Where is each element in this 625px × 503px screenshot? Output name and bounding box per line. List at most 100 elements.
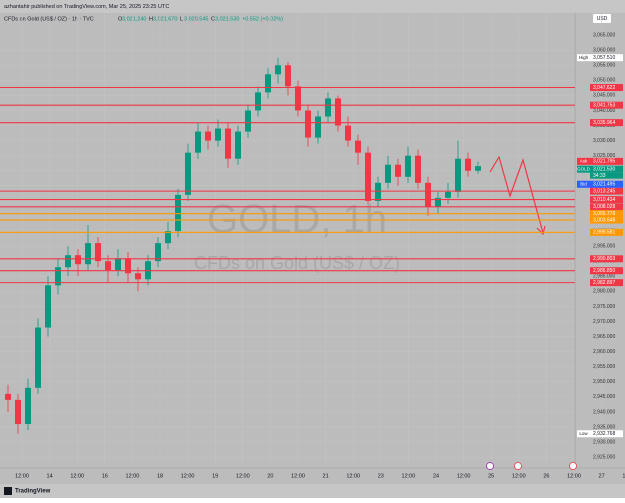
price-tag-label: 3,021.530	[593, 166, 615, 172]
x-tick-label: 12:00	[346, 473, 360, 479]
level-tag	[590, 187, 623, 195]
event-icon[interactable]	[569, 462, 577, 470]
price-tag-label: 3,057.510	[593, 55, 615, 61]
y-tick-label: 3,045.000	[593, 93, 615, 99]
level-tag	[590, 267, 623, 275]
price-tag-name-box	[577, 430, 590, 438]
level-label: 3,041.753	[593, 103, 615, 109]
ohlc-value: 3,021.530	[215, 16, 239, 22]
y-tick-label: 2,985.000	[593, 274, 615, 280]
currency-button[interactable]	[593, 14, 611, 23]
currency[interactable]: USD	[597, 16, 608, 22]
projection-arrow	[489, 155, 544, 234]
ohlc-value: 3,021.670	[153, 16, 177, 22]
level-label: 3,003.648	[593, 217, 615, 223]
level-label: 2,999.581	[593, 230, 615, 236]
x-tick-label: 18	[157, 473, 163, 479]
watermark-subtitle: CFDs on Gold (US$ / OZ)	[194, 253, 400, 273]
candle-body	[375, 182, 381, 201]
candle-body	[335, 98, 341, 126]
x-tick-label: 12:00	[15, 473, 29, 479]
candle-body	[455, 158, 461, 192]
ohlc-value: 3,020.545	[184, 16, 208, 22]
x-tick-label: 21	[323, 473, 329, 479]
price-tag-label: 3,021.495	[593, 182, 615, 188]
x-tick-label: 16	[102, 473, 108, 479]
candle-body	[135, 273, 141, 280]
candle-body	[25, 387, 31, 424]
y-tick-label: 3,065.000	[593, 32, 615, 38]
price-tag-name-box	[577, 180, 590, 188]
y-tick-label: 2,940.000	[593, 409, 615, 415]
top-bar	[0, 0, 625, 13]
ohlc-key: H	[149, 16, 153, 22]
level-label: 3,008.028	[593, 204, 615, 210]
level-tag	[590, 83, 623, 91]
x-tick-label: 12:00	[402, 473, 416, 479]
y-tick-label: 3,060.000	[593, 48, 615, 54]
candle-body	[85, 243, 91, 265]
candle-body	[405, 155, 411, 177]
candle-body	[95, 243, 101, 262]
ohlc-key: C	[211, 16, 215, 22]
x-tick-label: 19	[212, 473, 218, 479]
y-tick-label: 3,050.000	[593, 78, 615, 84]
candle-body	[45, 285, 51, 328]
publisher: azhantahir published on TradingView.com,…	[4, 4, 169, 10]
candle-body	[275, 65, 281, 75]
price-tag-name-box	[577, 165, 590, 173]
candle-body	[325, 98, 331, 117]
price-tag-box	[590, 54, 623, 62]
price-tag-label: 2,932.768	[593, 431, 615, 437]
candle-body	[345, 125, 351, 141]
candle-body	[395, 164, 401, 177]
level-label: 2,990.803	[593, 256, 615, 262]
event-icon[interactable]	[514, 462, 522, 470]
candle-body	[355, 140, 361, 153]
price-tag-name: Bid	[580, 181, 587, 186]
candle-body	[35, 327, 41, 388]
y-tick-label: 3,025.000	[593, 153, 615, 159]
candle-body	[305, 110, 311, 138]
price-tag-name: High	[579, 55, 589, 60]
level-tag	[590, 119, 623, 127]
candle-body	[105, 261, 111, 271]
level-label: 3,013.245	[593, 188, 615, 194]
candle-body	[235, 131, 241, 159]
candle-body	[365, 152, 371, 201]
candle-body	[465, 158, 471, 171]
price-tag-box	[590, 180, 623, 188]
level-tag	[590, 228, 623, 236]
event-icon[interactable]	[486, 462, 494, 470]
plot	[0, 14, 602, 465]
price-tag-box	[590, 430, 623, 438]
x-tick-label: 12:00	[291, 473, 305, 479]
level-label: 3,010.434	[593, 197, 615, 203]
logo-icon	[4, 487, 12, 495]
x-tick-label: 25	[488, 473, 494, 479]
candle-body	[415, 155, 421, 183]
y-tick-label: 2,995.000	[593, 243, 615, 249]
level-label: 3,047.622	[593, 85, 615, 91]
level-tag	[590, 101, 623, 109]
price-tag-box	[590, 157, 623, 165]
price-tag-label: 3,021.795	[593, 159, 615, 165]
y-tick-label: 2,950.000	[593, 379, 615, 385]
candle-body	[125, 258, 131, 274]
y-tick-label: 3,030.000	[593, 138, 615, 144]
y-tick-label: 2,980.000	[593, 289, 615, 295]
y-tick-label: 2,975.000	[593, 304, 615, 310]
ohlc-key: L	[180, 16, 183, 22]
level-tag	[590, 196, 623, 204]
ohlc-value: 3,021.240	[122, 16, 146, 22]
price-tag-name: GOLD	[577, 166, 591, 171]
candle-body	[215, 128, 221, 141]
level-label: 2,986.850	[593, 268, 615, 274]
y-tick-label: 2,930.000	[593, 439, 615, 445]
candle-body	[435, 197, 441, 207]
candle-body	[285, 65, 291, 87]
candle-body	[195, 131, 201, 153]
level-tag	[590, 210, 623, 218]
x-tick-label: 14	[47, 473, 53, 479]
